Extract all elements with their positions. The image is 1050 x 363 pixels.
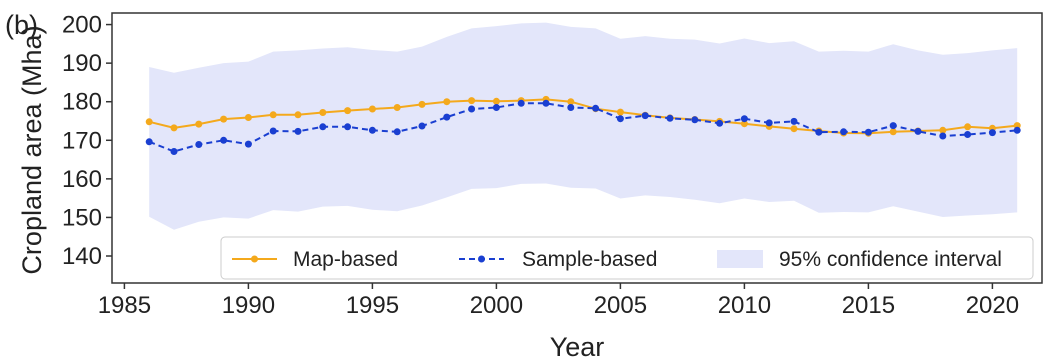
sample-based-point [592,104,600,112]
sample-based-point [244,140,252,148]
sample-based-point [443,113,451,121]
map-based-point [244,114,252,121]
legend-map-marker [251,255,258,263]
sample-based-point [616,115,624,123]
sample-based-point [368,126,376,134]
map-based-point [939,126,947,134]
map-based-point [790,125,798,133]
y-tick-label: 140 [62,243,102,270]
sample-based-point [145,138,153,146]
sample-based-point [641,112,649,120]
map-based-point [195,120,203,128]
map-based-line [148,98,1018,135]
map-based-point [368,105,376,113]
map-based-point [468,97,476,105]
sample-based-point [889,122,897,130]
sample-based-point [914,127,922,135]
legend-ci-label: 95% confidence interval [779,248,1002,271]
sample-based-point [542,99,550,107]
x-tick-label: 2015 [842,292,895,319]
sample-based-point [220,136,228,144]
sample-based-point [567,104,575,111]
y-tick-label: 200 [62,12,102,39]
y-tick-label: 180 [62,89,102,116]
sample-based-point [716,119,724,127]
map-based-point [294,111,302,119]
x-tick-label: 2020 [966,292,1019,319]
sample-based-point [170,148,178,155]
sample-based-line [148,102,1018,153]
confidence-interval-band [149,22,1018,230]
legend-sample-label: Sample-based [522,248,657,271]
map-based-point [319,109,327,116]
y-axis-ticks: 140 150 160 170 180 190 200 [62,12,112,270]
y-tick-label: 190 [62,50,102,77]
sample-based-point [195,141,203,148]
x-axis-ticks: 1985 1990 1995 2000 2005 2010 2015 2020 [98,283,1019,319]
sample-based-point [790,117,798,125]
sample-based-point [840,128,848,136]
confidence-interval-layer [149,22,1018,230]
panel-label: (b) [5,10,38,40]
map-based-point [220,115,228,123]
sample-based-point [294,127,302,135]
series-layer [145,95,1021,155]
sample-based-point [765,119,773,127]
y-tick-label: 170 [62,127,102,154]
plot-frame [111,12,1043,284]
legend-ci-swatch [717,250,763,268]
sample-based-point [864,128,872,136]
map-based-point [740,120,748,128]
legend-map-label: Map-based [293,248,398,271]
map-based-point [344,107,352,115]
map-based-point [964,123,972,131]
map-based-point [269,111,277,119]
x-tick-label: 2000 [470,292,523,319]
map-based-point [145,118,153,126]
sample-based-point [517,99,525,107]
sample-based-point [319,123,327,131]
sample-based-point [740,115,748,123]
map-based-point [418,100,426,108]
map-based-point [492,97,500,105]
x-tick-label: 1990 [222,292,275,319]
sample-based-point [393,128,401,136]
x-axis-label: Year [550,332,605,362]
legend: Map-based Sample-based 95% confidence in… [220,236,1034,280]
sample-based-point [666,114,674,122]
legend-sample-marker [478,255,485,263]
x-tick-label: 1995 [346,292,399,319]
x-tick-label: 2005 [594,292,647,319]
y-tick-label: 150 [62,204,102,231]
sample-based-point [988,129,996,137]
sample-based-point [1013,126,1021,134]
x-tick-label: 2010 [718,292,771,319]
sample-based-point [815,128,823,136]
x-tick-label: 1985 [98,292,151,319]
legend-box [220,236,1034,280]
map-based-point [616,108,624,116]
sample-based-point [691,116,699,124]
map-based-point [170,124,178,132]
y-axis-label: Cropland area (Mha) [17,25,47,274]
sample-based-point [269,127,277,135]
sample-based-point [939,132,947,140]
sample-based-point [492,104,500,111]
sample-based-point [468,105,476,113]
sample-based-point [344,123,352,131]
y-tick-label: 160 [62,166,102,193]
map-based-point [443,98,451,106]
map-based-point [567,98,575,106]
map-based-point [889,128,897,136]
sample-based-point [418,122,426,130]
sample-based-point [964,131,972,138]
map-based-point [393,104,401,111]
